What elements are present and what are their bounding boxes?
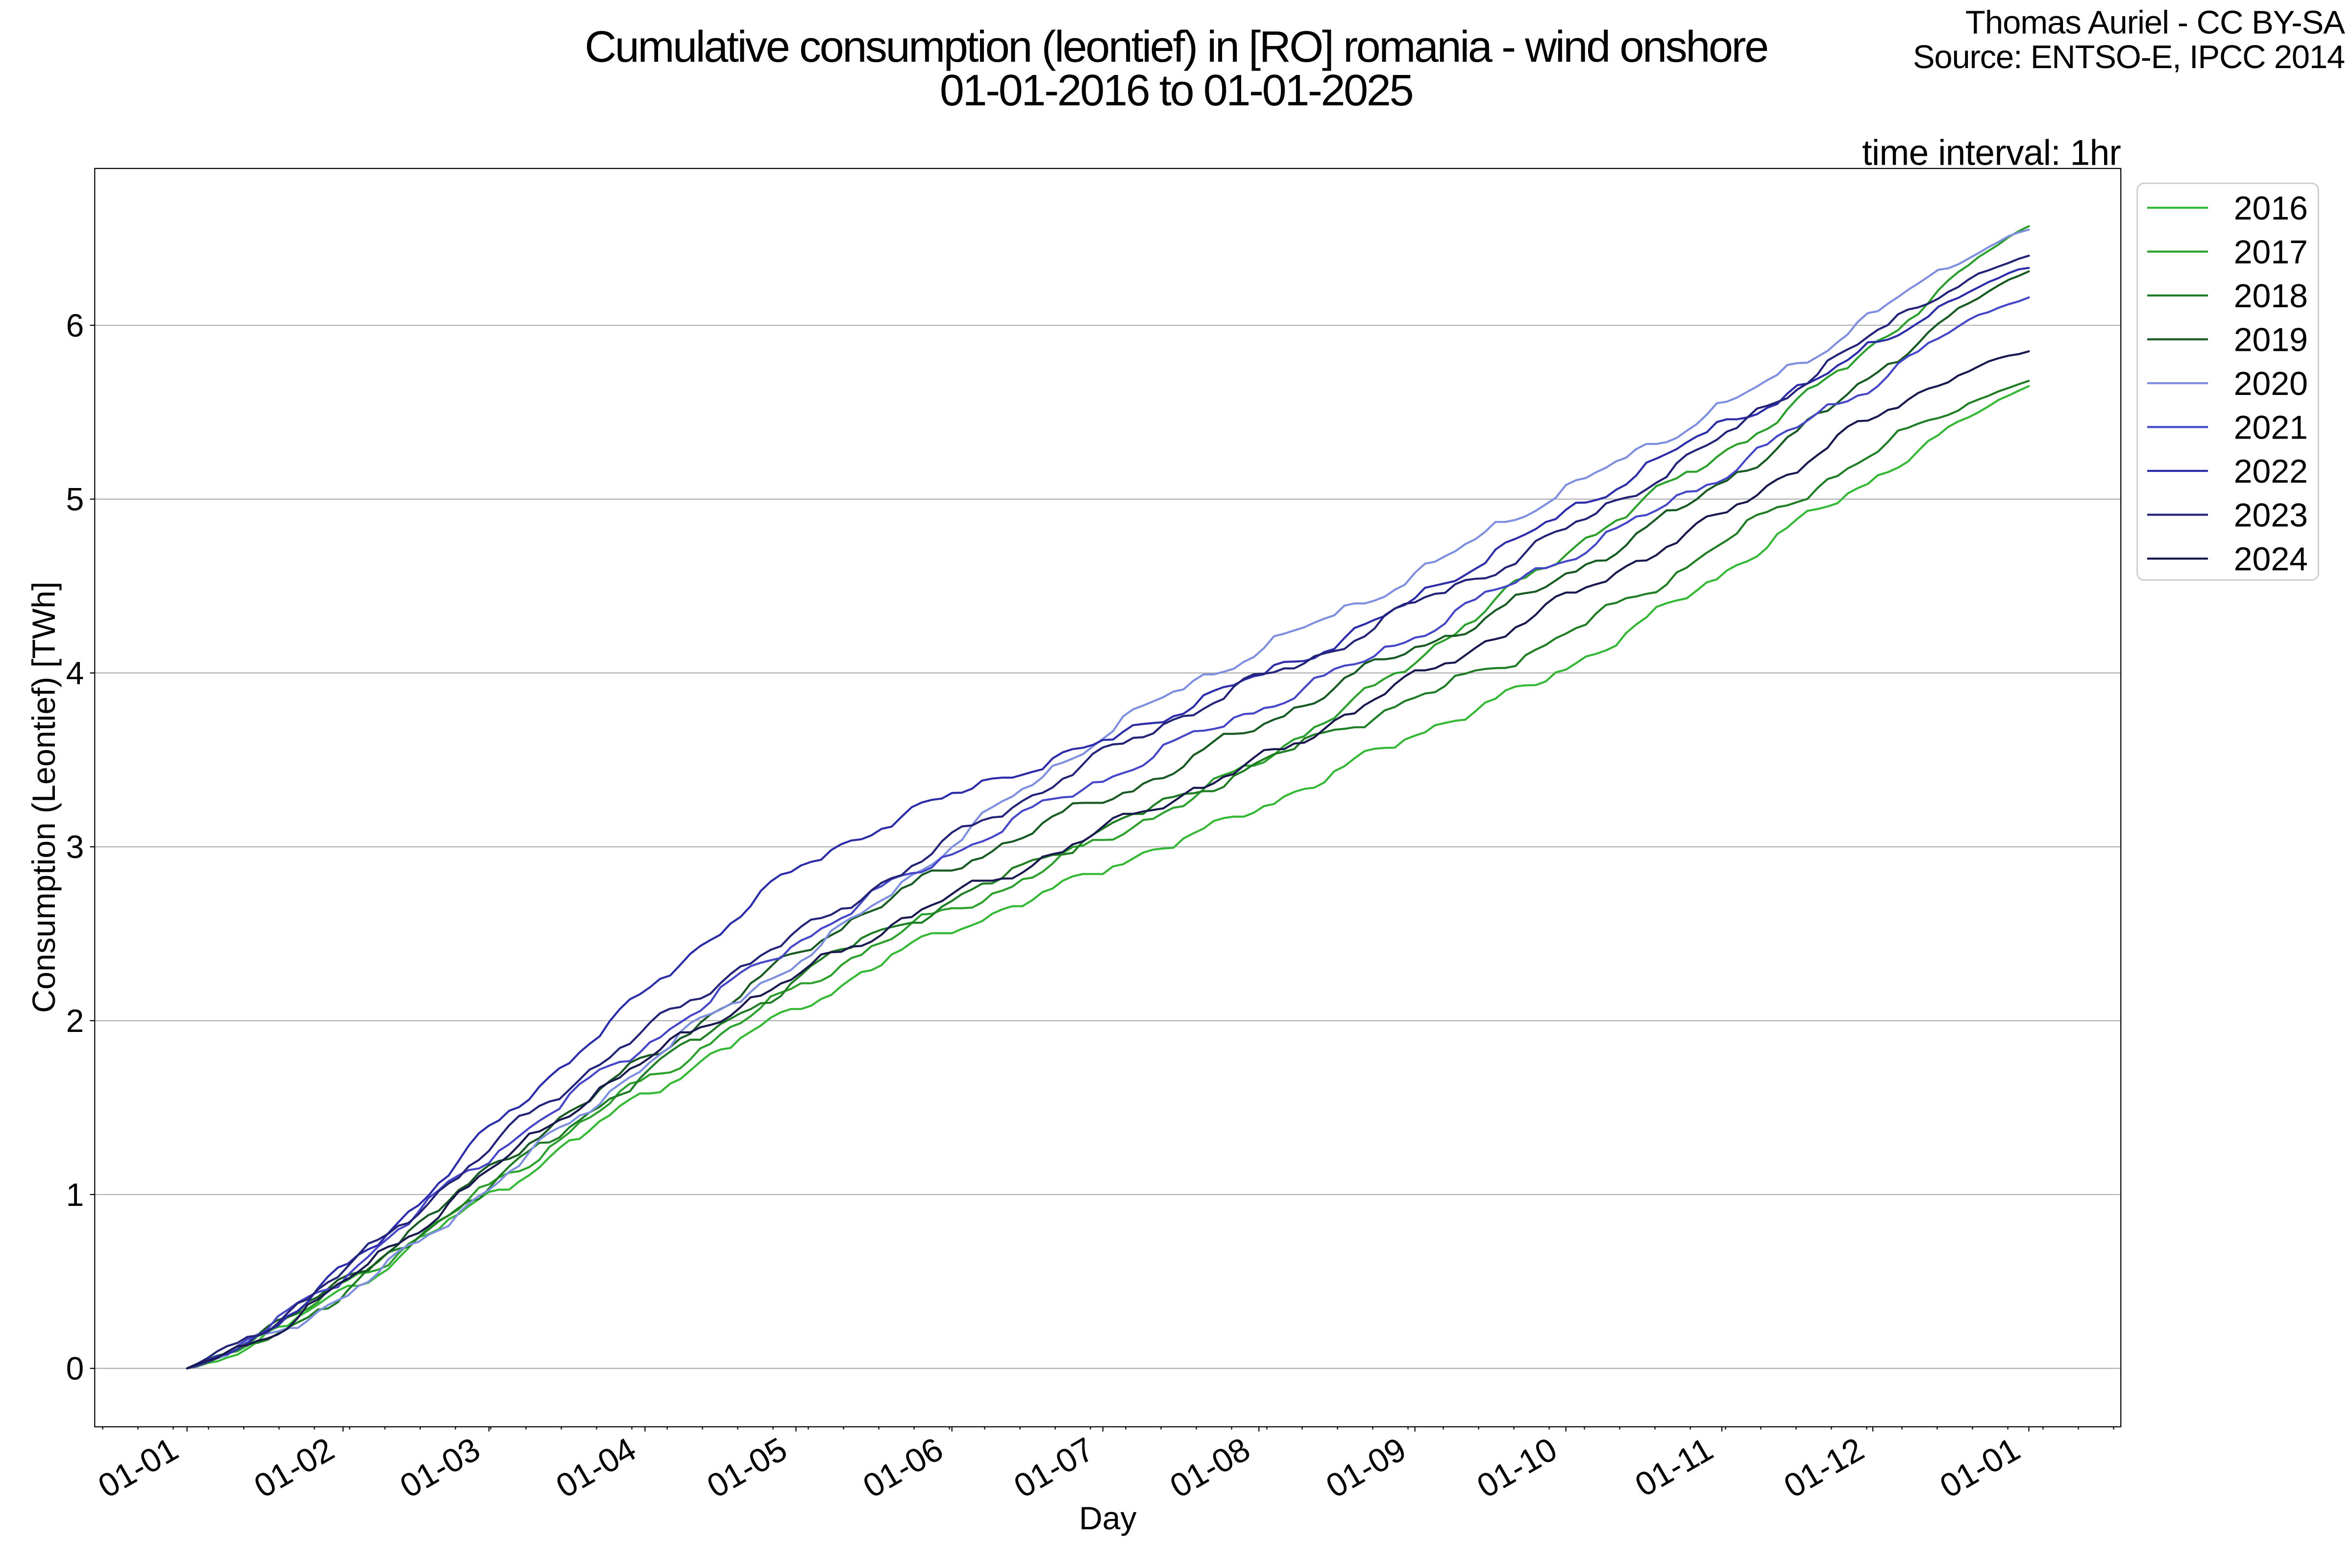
svg-text:Cumulative consumption (leonti: Cumulative consumption (leontief) in [RO… <box>585 23 1767 72</box>
svg-text:2018: 2018 <box>2234 277 2308 315</box>
svg-text:2016: 2016 <box>2234 190 2308 227</box>
svg-text:2: 2 <box>66 1003 84 1039</box>
svg-text:1: 1 <box>66 1176 84 1213</box>
svg-text:2020: 2020 <box>2234 365 2308 402</box>
svg-text:4: 4 <box>66 655 84 691</box>
svg-text:0: 0 <box>66 1350 84 1387</box>
svg-text:2024: 2024 <box>2234 540 2308 578</box>
svg-text:2023: 2023 <box>2234 496 2308 534</box>
svg-text:2022: 2022 <box>2234 453 2308 490</box>
svg-text:2019: 2019 <box>2234 321 2308 358</box>
svg-text:time interval: 1hr: time interval: 1hr <box>1862 133 2121 172</box>
svg-text:2017: 2017 <box>2234 233 2308 270</box>
svg-text:6: 6 <box>66 307 84 343</box>
svg-text:01-01-2016 to 01-01-2025: 01-01-2016 to 01-01-2025 <box>940 66 1413 115</box>
svg-text:3: 3 <box>66 829 84 865</box>
svg-text:Thomas Auriel - CC BY-SA: Thomas Auriel - CC BY-SA <box>1965 4 2345 41</box>
svg-text:5: 5 <box>66 481 84 517</box>
svg-text:Day: Day <box>1079 1500 1136 1536</box>
svg-text:2021: 2021 <box>2234 409 2308 446</box>
svg-text:Consumption (Leontief) [TWh]: Consumption (Leontief) [TWh] <box>25 582 62 1013</box>
svg-text:Source: ENTSO-E, IPCC 2014: Source: ENTSO-E, IPCC 2014 <box>1913 39 2345 75</box>
